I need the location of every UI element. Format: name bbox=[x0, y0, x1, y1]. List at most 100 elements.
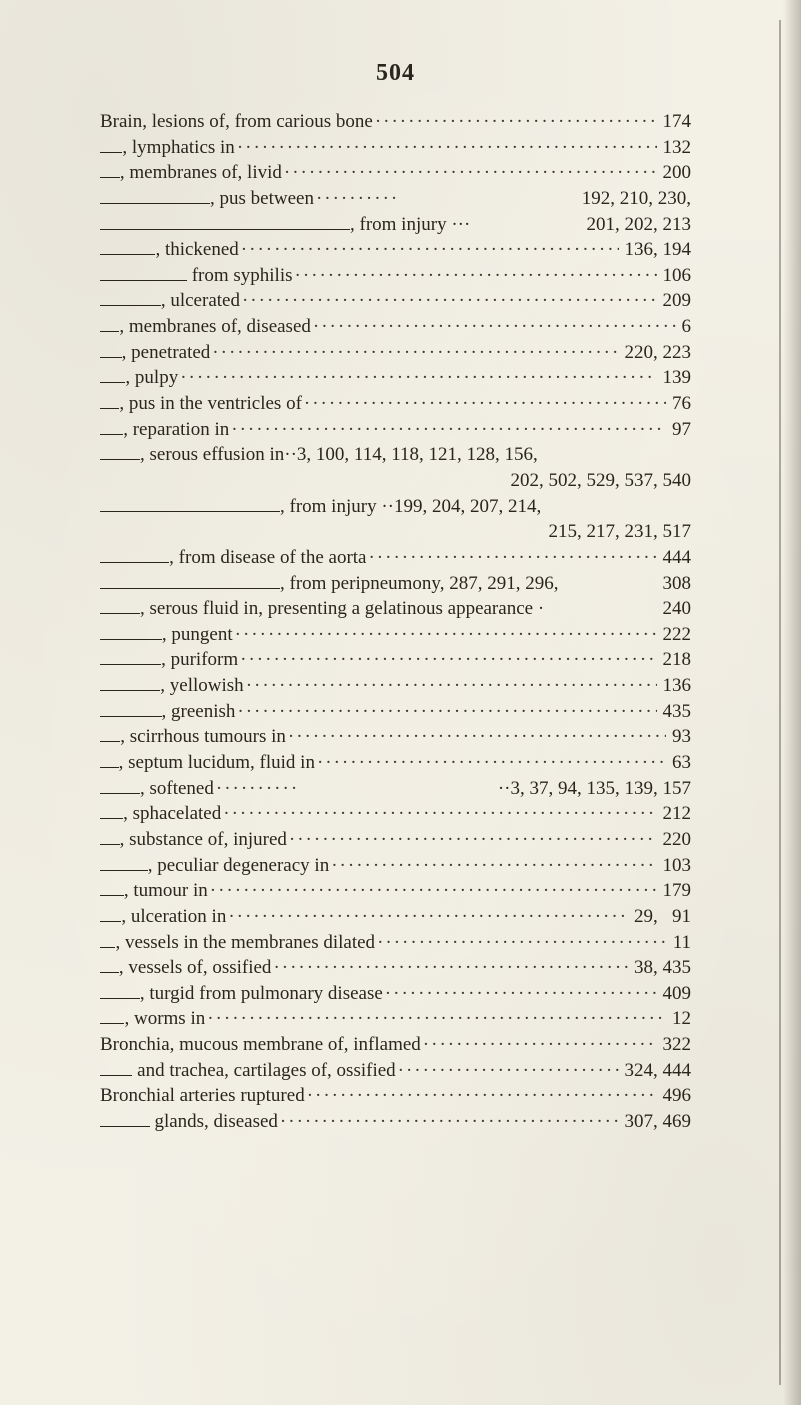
page-edge-line bbox=[779, 20, 781, 1385]
subentry-rule bbox=[100, 372, 125, 383]
index-lead: Bronchial arteries ruptured bbox=[100, 1083, 305, 1109]
subentry-rule bbox=[100, 1064, 132, 1075]
subentry-rule bbox=[100, 423, 123, 434]
index-lead: , peculiar degeneracy in bbox=[148, 853, 329, 879]
index-refs: 38, 435 bbox=[630, 955, 691, 981]
index-refs: 139 bbox=[659, 365, 692, 391]
leader-dots bbox=[304, 391, 666, 417]
index-line: , thickened 136, 194 bbox=[100, 237, 691, 263]
subentry-rule bbox=[100, 834, 120, 845]
index-refs: 220 bbox=[659, 827, 692, 853]
leader-dots bbox=[316, 186, 576, 212]
subentry-rule bbox=[100, 962, 119, 973]
index-lead: , yellowish bbox=[160, 673, 243, 699]
index-refs: 324, 444 bbox=[621, 1058, 692, 1084]
index-line: , softened ··3, 37, 94, 135, 139, 157 bbox=[100, 776, 691, 802]
index-refs: 202, 502, 529, 537, 540 bbox=[507, 468, 692, 494]
index-lead: , from injury bbox=[350, 212, 447, 238]
index-refs: 6 bbox=[678, 314, 692, 340]
index-lead: , from injury ··199, 204, 207, 214, bbox=[280, 494, 541, 520]
index-line: , peculiar degeneracy in103 bbox=[100, 853, 691, 879]
index-line: , puriform218 bbox=[100, 647, 691, 673]
index-line: , from disease of the aorta 444 bbox=[100, 545, 691, 571]
index-refs: 136 bbox=[659, 673, 692, 699]
index-refs: 220, 223 bbox=[621, 340, 692, 366]
index-lead: , pulpy bbox=[125, 365, 178, 391]
index-refs: 409 bbox=[659, 981, 692, 1007]
subentry-rule bbox=[100, 885, 124, 896]
leader-dots bbox=[331, 853, 656, 879]
index-lead: , septum lucidum, fluid in bbox=[119, 750, 315, 776]
index-lead: , reparation in bbox=[123, 417, 229, 443]
index-lead: , scirrhous tumours in bbox=[120, 724, 286, 750]
index-line: , from peripneumony, 287, 291, 296,308 bbox=[100, 571, 691, 597]
index-line: Bronchial arteries ruptured496 bbox=[100, 1083, 691, 1109]
leader-dots bbox=[246, 673, 657, 699]
index-line: , membranes of, diseased6 bbox=[100, 314, 691, 340]
subentry-rule bbox=[100, 680, 160, 691]
leader-dots bbox=[235, 622, 657, 648]
index-refs: 222 bbox=[659, 622, 692, 648]
index-refs: 218 bbox=[659, 647, 692, 673]
leader-dots bbox=[241, 237, 619, 263]
leader-dots bbox=[240, 647, 656, 673]
subentry-rule bbox=[100, 321, 119, 332]
index-line: , scirrhous tumours in 93 bbox=[100, 724, 691, 750]
leader-dots bbox=[212, 340, 618, 366]
index-lead: Bronchia, mucous membrane of, inflamed bbox=[100, 1032, 421, 1058]
index-line: from syphilis106 bbox=[100, 263, 691, 289]
subentry-rule bbox=[100, 628, 162, 639]
index-lead: , pus between bbox=[210, 186, 314, 212]
index-lead: , softened bbox=[140, 776, 214, 802]
leader-dots bbox=[423, 1032, 657, 1058]
index-refs: 93 bbox=[668, 724, 691, 750]
subentry-rule bbox=[100, 295, 161, 306]
index-refs: 435 bbox=[659, 699, 692, 725]
index-line: , yellowish 136 bbox=[100, 673, 691, 699]
index-refs: 136, 194 bbox=[621, 237, 692, 263]
index-refs: 212 bbox=[659, 801, 692, 827]
index-refs: 201, 202, 213 bbox=[583, 212, 692, 238]
index-line: , pulpy 139 bbox=[100, 365, 691, 391]
index-line: and trachea, cartilages of, ossified 324,… bbox=[100, 1058, 691, 1084]
subentry-rule bbox=[100, 705, 162, 716]
leader-dots bbox=[237, 699, 656, 725]
page-edge-shadow bbox=[783, 0, 801, 1405]
index-lead: and trachea, cartilages of, ossified bbox=[132, 1058, 395, 1084]
index-lead: , lymphatics in bbox=[122, 135, 234, 161]
subentry-rule bbox=[100, 654, 161, 665]
subentry-rule bbox=[100, 987, 140, 998]
index-refs: ··3, 37, 94, 135, 139, 157 bbox=[494, 776, 691, 802]
index-line: , septum lucidum, fluid in63 bbox=[100, 750, 691, 776]
subentry-rule bbox=[100, 731, 120, 742]
index-refs: 444 bbox=[659, 545, 692, 571]
leader-dots bbox=[398, 1058, 619, 1084]
leader-dots bbox=[242, 288, 657, 314]
subentry-rule bbox=[100, 808, 123, 819]
index-lead: , from disease of the aorta bbox=[169, 545, 366, 571]
index-line: , reparation in 97 bbox=[100, 417, 691, 443]
index-lead: , ulceration in bbox=[121, 904, 226, 930]
subentry-rule bbox=[100, 603, 140, 614]
index-line: , serous fluid in, presenting a gelatino… bbox=[100, 596, 691, 622]
index-refs: 12 bbox=[668, 1006, 691, 1032]
index-refs: 11 bbox=[669, 930, 691, 956]
index-refs: 97 bbox=[668, 417, 691, 443]
index-line: , greenish435 bbox=[100, 699, 691, 725]
index-refs: 200 bbox=[659, 160, 692, 186]
index-line: , worms in12 bbox=[100, 1006, 691, 1032]
index-lead: , thickened bbox=[155, 237, 238, 263]
leader-dots bbox=[313, 314, 676, 340]
subentry-rule bbox=[100, 936, 115, 947]
index-lead: , substance of, injured bbox=[120, 827, 287, 853]
leader-dots bbox=[231, 417, 666, 443]
leader-dots bbox=[317, 750, 666, 776]
subentry-rule bbox=[100, 346, 122, 357]
index-lead: glands, diseased bbox=[150, 1109, 278, 1135]
index-lead: , tumour in bbox=[124, 878, 208, 904]
leader-dots bbox=[307, 1083, 657, 1109]
index-line: , vessels of, ossified38, 435 bbox=[100, 955, 691, 981]
index-refs: 307, 469 bbox=[621, 1109, 692, 1135]
index-line: , lymphatics in132 bbox=[100, 135, 691, 161]
leader-dots: ··· bbox=[447, 212, 475, 238]
